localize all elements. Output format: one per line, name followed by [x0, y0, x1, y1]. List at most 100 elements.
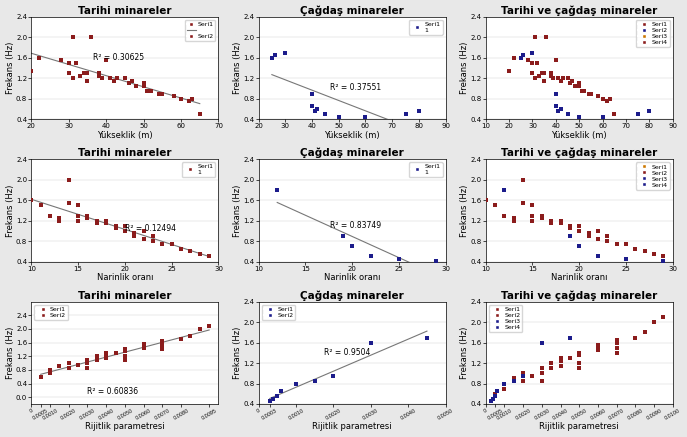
- Point: [574, 222, 585, 229]
- Point: [333, 113, 344, 120]
- Point: [138, 344, 149, 351]
- Point: [146, 87, 157, 94]
- Text: R² = 0.9504: R² = 0.9504: [324, 348, 370, 357]
- Point: [131, 82, 142, 89]
- Text: R² = 0.37551: R² = 0.37551: [330, 83, 381, 93]
- Point: [306, 90, 317, 97]
- Legend: Seri1, Seri2, Seri3, Seri4: Seri1, Seri2, Seri3, Seri4: [636, 163, 670, 190]
- Point: [499, 212, 510, 219]
- Point: [26, 197, 37, 204]
- Point: [157, 346, 168, 353]
- Point: [550, 90, 561, 97]
- Point: [649, 319, 660, 326]
- X-axis label: Rijitlik parametresi: Rijitlik parametresi: [85, 423, 165, 431]
- Legend: Seri1, Seri2: Seri1, Seri2: [34, 305, 68, 320]
- Point: [545, 360, 556, 367]
- Point: [620, 256, 631, 263]
- Point: [110, 349, 121, 356]
- Point: [527, 202, 538, 209]
- Point: [508, 375, 519, 382]
- Point: [128, 230, 139, 237]
- Point: [312, 105, 323, 112]
- Point: [602, 98, 613, 105]
- Point: [508, 378, 519, 385]
- Point: [537, 365, 548, 372]
- Point: [564, 80, 575, 87]
- Point: [128, 232, 139, 239]
- Point: [508, 215, 519, 222]
- Point: [644, 108, 655, 115]
- Point: [93, 69, 104, 76]
- Point: [176, 245, 187, 252]
- Point: [157, 90, 168, 97]
- Point: [574, 349, 585, 356]
- X-axis label: Narinlik oranı: Narinlik oranı: [324, 273, 381, 282]
- Point: [527, 69, 538, 76]
- Point: [127, 77, 138, 84]
- Point: [86, 34, 97, 41]
- Point: [604, 95, 615, 102]
- Point: [63, 360, 74, 367]
- Point: [658, 314, 669, 321]
- Title: Çağdaş minareler: Çağdaş minareler: [300, 291, 404, 301]
- Point: [527, 217, 538, 224]
- Point: [602, 232, 613, 239]
- Title: Çağdaş minareler: Çağdaş minareler: [300, 148, 404, 159]
- Point: [592, 235, 603, 242]
- Point: [499, 380, 510, 387]
- Y-axis label: Frekans (Hz): Frekans (Hz): [233, 42, 242, 94]
- Title: Tarihi ve çağdaş minareler: Tarihi ve çağdaş minareler: [501, 6, 657, 16]
- Point: [291, 380, 302, 387]
- Point: [187, 95, 198, 102]
- Point: [63, 365, 74, 372]
- Point: [611, 349, 622, 356]
- Point: [592, 253, 603, 260]
- Point: [597, 95, 608, 102]
- Point: [522, 57, 533, 64]
- Point: [491, 388, 502, 395]
- Point: [569, 82, 580, 89]
- X-axis label: Yükseklik (m): Yükseklik (m): [97, 131, 153, 140]
- Point: [537, 69, 548, 76]
- Point: [74, 72, 85, 79]
- Point: [545, 220, 556, 227]
- Point: [527, 49, 538, 56]
- Point: [309, 378, 320, 385]
- Point: [400, 111, 411, 118]
- Point: [203, 322, 214, 329]
- Y-axis label: Frekans (Hz): Frekans (Hz): [5, 327, 14, 379]
- Point: [574, 352, 585, 359]
- Point: [280, 49, 291, 56]
- Point: [142, 87, 153, 94]
- Point: [552, 75, 563, 82]
- Point: [552, 108, 563, 115]
- X-axis label: Narinlik oranı: Narinlik oranı: [551, 273, 607, 282]
- Point: [486, 398, 497, 405]
- Text: R² = 0.30625: R² = 0.30625: [93, 53, 144, 62]
- Point: [93, 72, 104, 79]
- Legend: Seri1, Seri2, Seri3, Seri4: Seri1, Seri2, Seri3, Seri4: [636, 20, 670, 47]
- Point: [45, 366, 56, 373]
- Point: [63, 59, 74, 66]
- Title: Çağdaş minareler: Çağdaş minareler: [300, 6, 404, 16]
- Point: [73, 217, 84, 224]
- Point: [138, 235, 149, 242]
- Point: [488, 395, 499, 402]
- Text: R² = 0.60836: R² = 0.60836: [87, 387, 139, 396]
- Point: [541, 34, 552, 41]
- Point: [272, 393, 283, 400]
- Point: [574, 227, 585, 234]
- Point: [101, 217, 112, 224]
- X-axis label: Rijitlik parametresi: Rijitlik parametresi: [539, 423, 619, 431]
- Point: [555, 77, 566, 84]
- Y-axis label: Frekans (Hz): Frekans (Hz): [460, 42, 469, 94]
- Point: [555, 217, 566, 224]
- Point: [630, 334, 641, 341]
- Point: [532, 59, 543, 66]
- Point: [73, 361, 84, 368]
- Point: [414, 108, 425, 115]
- Point: [63, 199, 74, 206]
- Point: [611, 336, 622, 343]
- Point: [56, 57, 67, 64]
- Point: [564, 354, 575, 361]
